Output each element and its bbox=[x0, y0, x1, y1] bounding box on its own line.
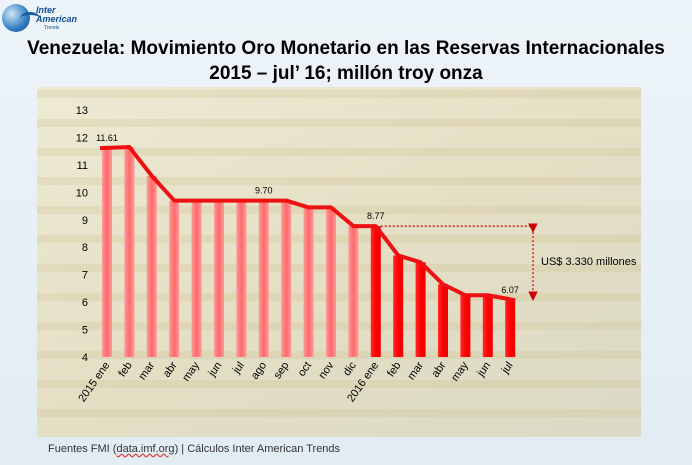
bar bbox=[370, 226, 381, 357]
logo-text-line1: Inter bbox=[36, 5, 56, 15]
data-label: 8.77 bbox=[367, 211, 385, 221]
bar bbox=[214, 200, 224, 357]
bar bbox=[169, 200, 180, 357]
bar bbox=[326, 207, 336, 357]
y-tick-label: 4 bbox=[82, 352, 88, 364]
bar bbox=[460, 295, 471, 357]
y-tick-label: 8 bbox=[82, 242, 88, 254]
bar bbox=[102, 148, 112, 357]
bar bbox=[281, 200, 292, 357]
footer-prefix: Fuentes FMI ( bbox=[48, 443, 117, 455]
source-footer: Fuentes FMI (data.imf.org) | Cálculos In… bbox=[48, 443, 340, 455]
y-axis: 4 5 6 7 8 9 10 11 12 13 bbox=[76, 105, 88, 364]
bar bbox=[415, 262, 426, 357]
data-label: 6.07 bbox=[501, 285, 519, 295]
chart-title: Venezuela: Movimiento Oro Monetario en l… bbox=[27, 38, 665, 59]
x-tick-label: jul bbox=[499, 360, 516, 377]
bar bbox=[191, 200, 202, 357]
y-tick-label: 10 bbox=[76, 187, 88, 199]
bar bbox=[393, 255, 404, 357]
bar bbox=[438, 284, 448, 357]
trend-line bbox=[99, 145, 516, 303]
chart-subtitle: 2015 – jul’ 16; millón troy onza bbox=[209, 63, 483, 84]
y-tick-label: 9 bbox=[82, 215, 88, 227]
y-tick-label: 6 bbox=[82, 297, 88, 309]
bar-series bbox=[102, 147, 516, 357]
bar bbox=[303, 207, 314, 357]
gold-bars-background bbox=[37, 87, 641, 437]
bar bbox=[236, 200, 247, 357]
difference-annotation: US$ 3.330 millones bbox=[380, 223, 637, 301]
bar bbox=[146, 175, 157, 357]
difference-label: US$ 3.330 millones bbox=[541, 256, 637, 268]
y-tick-label: 13 bbox=[76, 105, 88, 117]
data-label: 9.70 bbox=[255, 186, 273, 196]
bar bbox=[258, 200, 269, 357]
y-tick-label: 7 bbox=[82, 270, 88, 282]
source-link[interactable]: data.imf.org bbox=[116, 443, 175, 455]
company-logo: Inter American Trends bbox=[2, 2, 92, 36]
swoosh-icon bbox=[20, 12, 40, 25]
logo-text-line2: American bbox=[36, 14, 78, 24]
bar bbox=[505, 300, 516, 357]
data-labels: 11.61 9.70 8.77 6.07 bbox=[96, 133, 519, 295]
footer-suffix: ) | Cálculos Inter American Trends bbox=[174, 443, 341, 455]
data-label: 11.61 bbox=[96, 133, 118, 143]
bar bbox=[482, 295, 493, 357]
y-tick-label: 11 bbox=[77, 160, 88, 172]
y-tick-label: 5 bbox=[82, 325, 88, 337]
x-tick-label: jul bbox=[230, 360, 247, 377]
y-tick-label: 12 bbox=[76, 132, 88, 144]
bar bbox=[348, 226, 359, 357]
logo-text-line3: Trends bbox=[44, 25, 60, 31]
bar bbox=[124, 147, 135, 357]
